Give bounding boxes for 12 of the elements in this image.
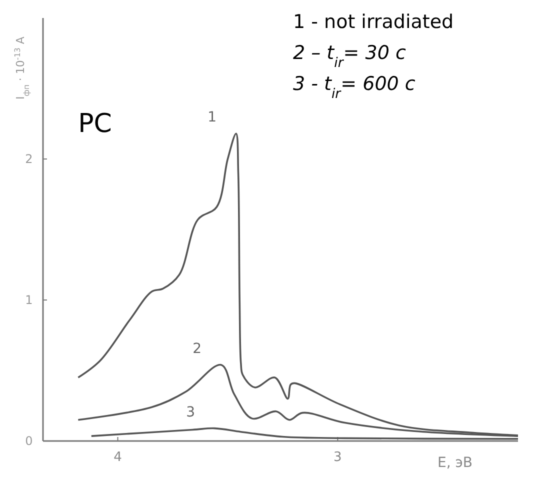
x-axis-title: E, эВ <box>437 455 473 471</box>
series-label: 1 <box>208 110 217 126</box>
y-tick-label: 2 <box>25 152 33 166</box>
text: PC <box>78 109 112 139</box>
series-label: 2 <box>192 340 202 357</box>
y-tick-label: 0 <box>25 434 33 448</box>
annotation: 1 - not irradiated <box>293 11 454 33</box>
annotation: 3 - t$_{ir}$= 600 c <box>293 73 416 102</box>
y-tick-label: 1 <box>25 293 33 308</box>
series-label: 3 <box>186 404 195 420</box>
x-tick-label: 4 <box>114 450 122 465</box>
annotation: 2 – t$_{ir}$= 30 c <box>293 42 406 70</box>
